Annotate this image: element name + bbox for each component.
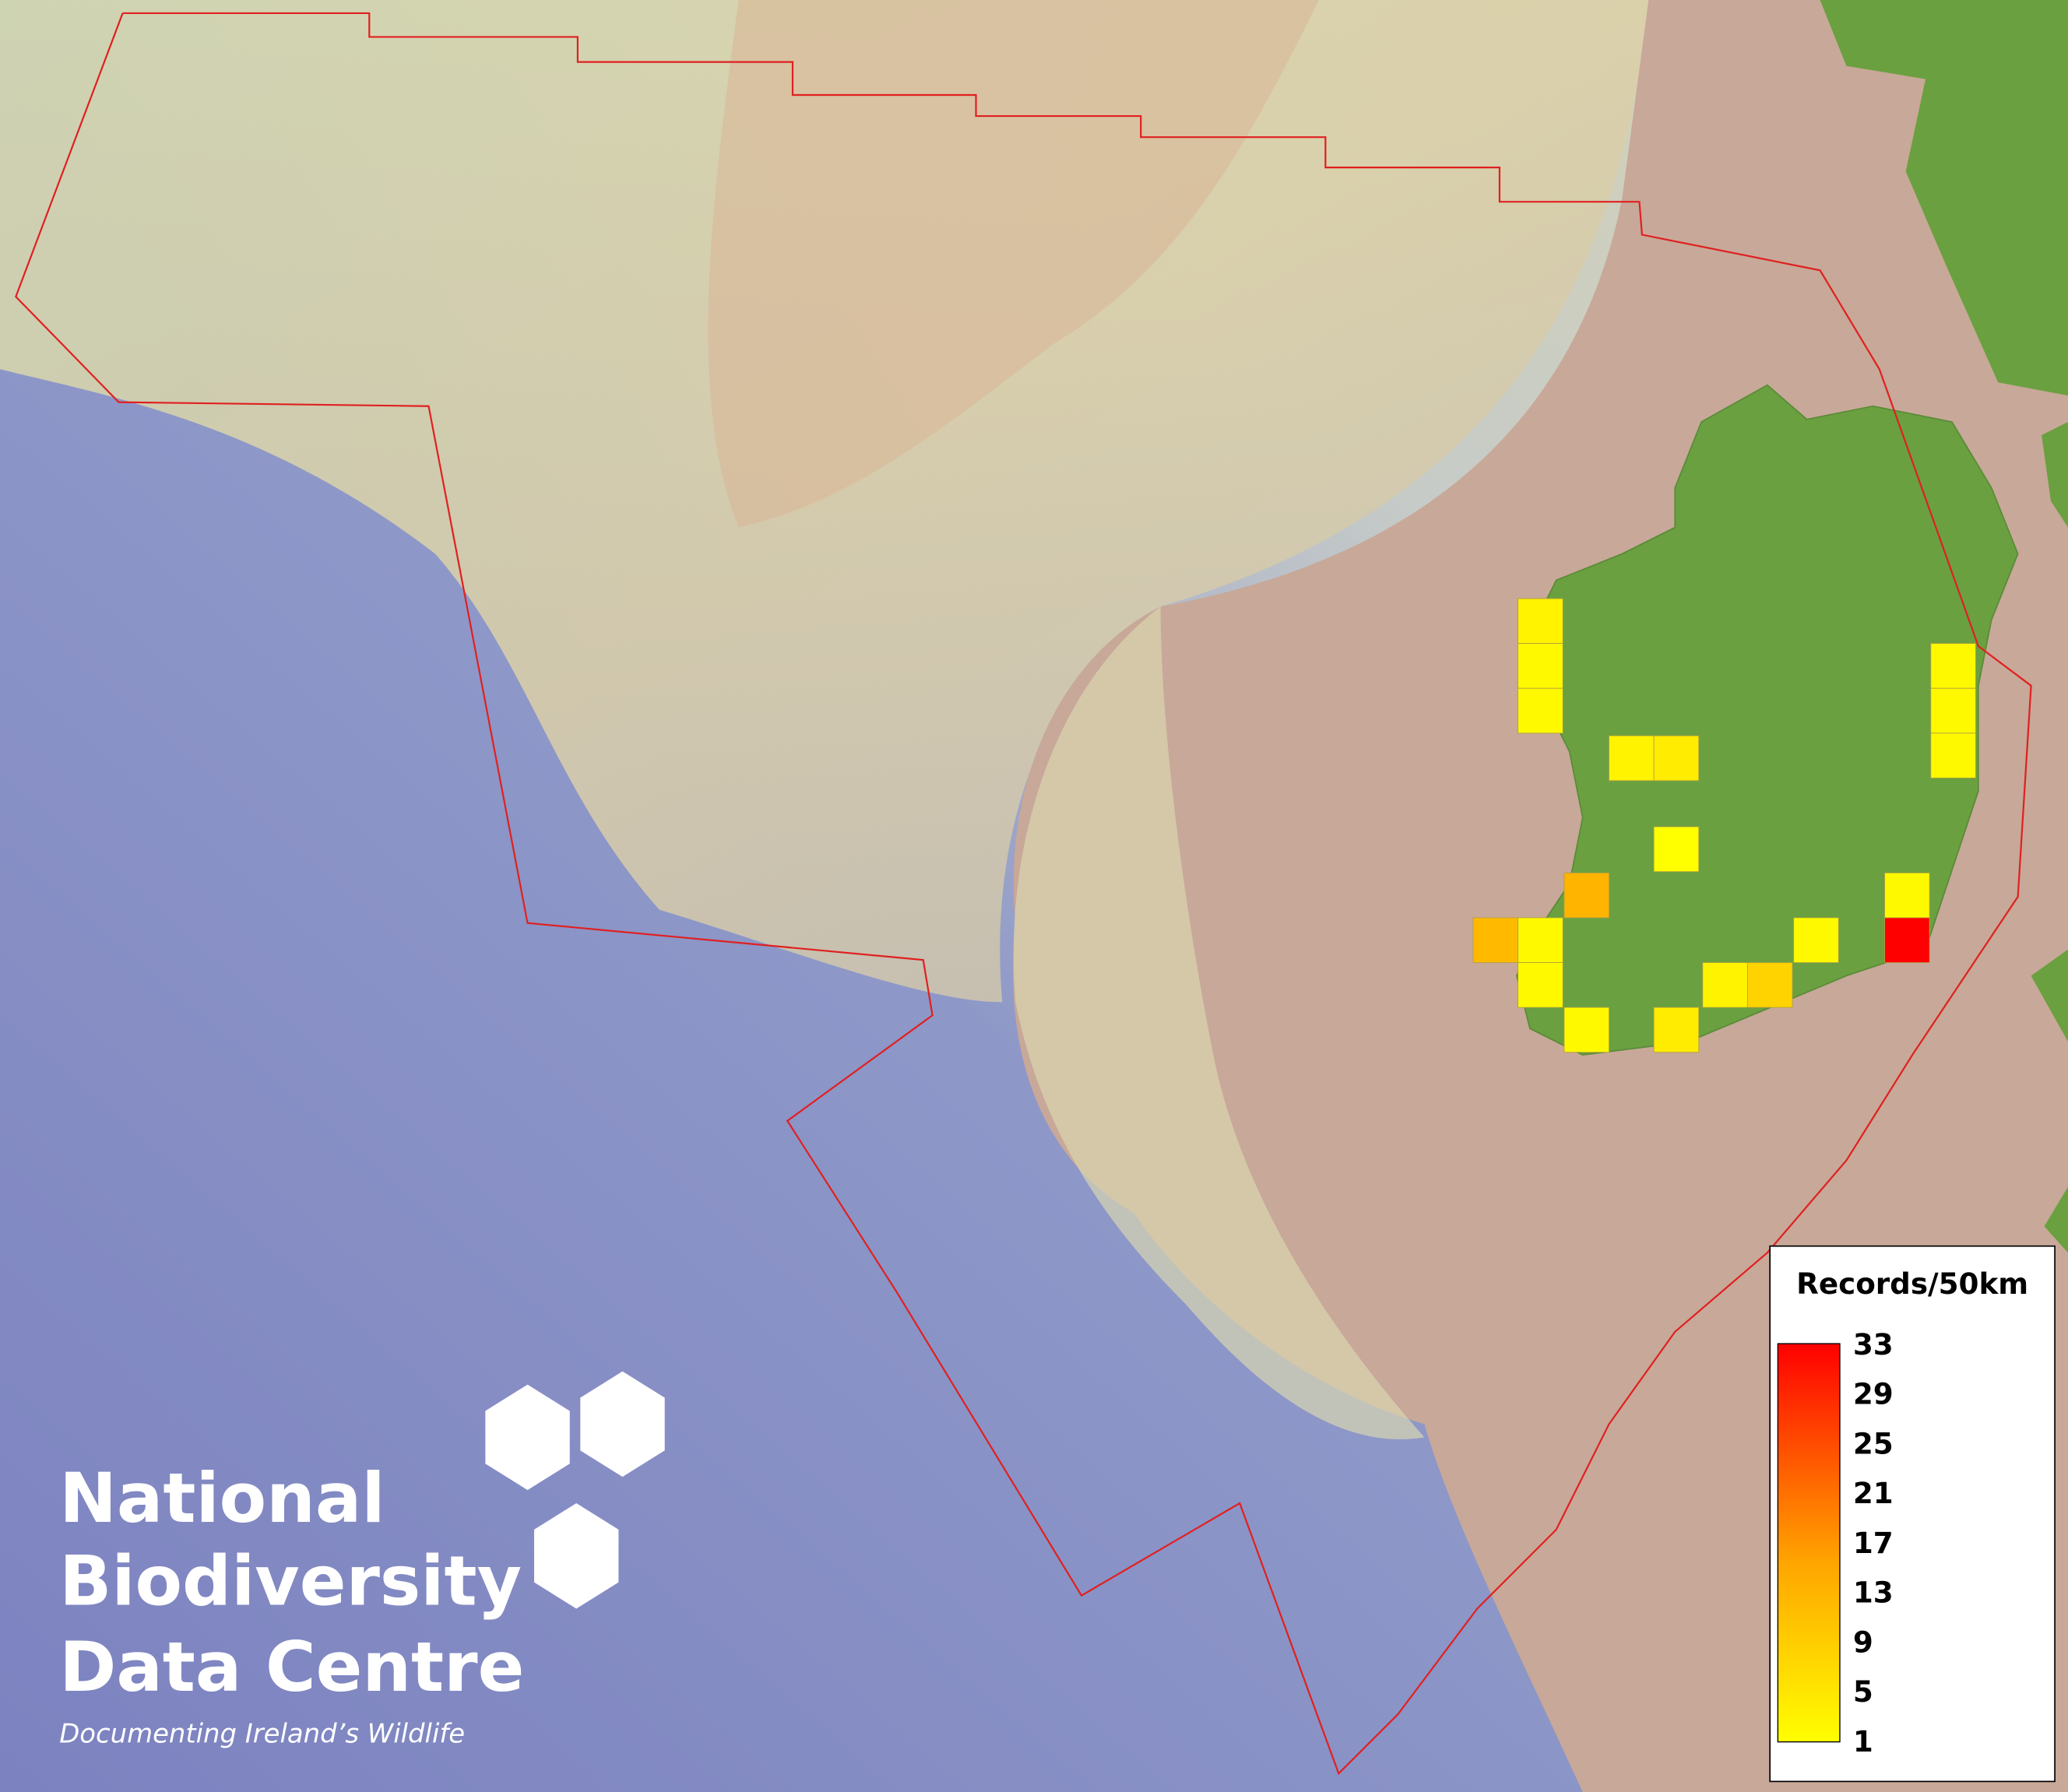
scotland — [1820, 0, 2068, 396]
legend-tick-label: 1 — [1853, 1724, 1873, 1759]
logo-text: Biodiversity — [59, 1541, 522, 1622]
bank — [708, 0, 1319, 528]
slope — [1013, 606, 1425, 1439]
grid-cell — [1518, 962, 1563, 1008]
grid-cell — [1653, 1007, 1700, 1053]
legend-tick-label: 9 — [1853, 1625, 1873, 1659]
legend-scale — [1777, 1343, 1841, 1743]
grid-cell — [1793, 917, 1839, 963]
grid-cell — [1518, 687, 1563, 734]
legend: Records/50km 33 29 25 21 17 13 9 5 1 — [1769, 1245, 2056, 1783]
legend-title: Records/50km — [1796, 1267, 2028, 1301]
legend-tick-label: 5 — [1853, 1674, 1873, 1709]
grid-cell — [1472, 917, 1519, 963]
logo-tagline: Documenting Ireland’s Wildlife — [59, 1719, 465, 1749]
logo-hex — [580, 1371, 665, 1478]
grid-cell — [1518, 643, 1563, 689]
legend-tick-label: 13 — [1853, 1576, 1894, 1610]
grid-cell — [1884, 872, 1930, 919]
grid-cell — [1702, 962, 1748, 1008]
legend-tick-label: 17 — [1853, 1526, 1894, 1560]
logo-hex — [534, 1503, 619, 1609]
logo-text: Data Centre — [59, 1627, 524, 1707]
grid-cell — [1518, 598, 1563, 645]
legend-tick-label: 21 — [1853, 1476, 1894, 1510]
grid-cell — [1930, 687, 1976, 734]
grid-cell — [1563, 1007, 1609, 1053]
legend-tick-label: 33 — [1853, 1327, 1894, 1362]
grid-cell — [1518, 917, 1563, 963]
grid-cell — [1609, 735, 1655, 782]
legend-tick-label: 29 — [1853, 1377, 1894, 1411]
grid-cell — [1930, 733, 1976, 778]
logo: National Biodiversity Data Centre Docume… — [59, 1371, 665, 1749]
grid-cell — [1563, 872, 1609, 919]
continental-shelf — [0, 0, 1649, 1003]
coast-land — [2031, 422, 2068, 1253]
legend-tick-label: 25 — [1853, 1426, 1894, 1460]
grid-cell — [1930, 643, 1976, 689]
grid-cell — [1653, 826, 1700, 873]
logo-hex — [485, 1384, 570, 1491]
grid-cell — [1884, 917, 1930, 963]
boundary — [15, 12, 2032, 1776]
grid-cells — [1472, 598, 1976, 1053]
logo-text: National — [59, 1458, 385, 1538]
grid-cell — [1653, 735, 1700, 782]
grid-cell — [1746, 962, 1793, 1008]
